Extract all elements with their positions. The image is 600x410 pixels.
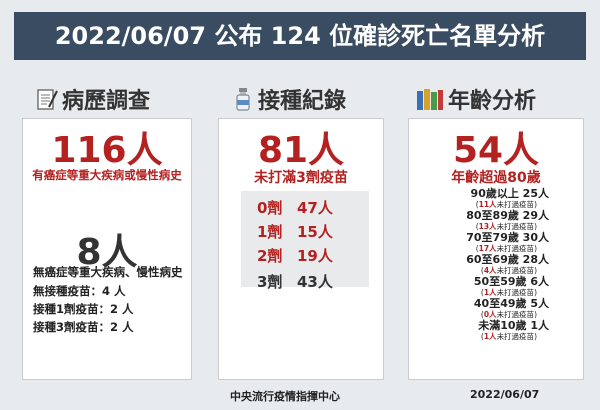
dose-label: 1劑 [257,223,283,241]
document-pen-icon [36,87,58,111]
dose-row: 1劑 15人 [257,221,333,242]
unvaccinated-note: 未打過疫苗 [496,310,535,319]
age-group-unvaccinated: (1人未打過疫苗) [480,288,537,297]
vaccination-panel: 81人 未打滿3劑疫苗 0劑 47人 1劑 15人 2劑 19人 3劑 43人 [218,118,384,380]
age-group-label: 60至69歲 28人 [466,253,549,266]
age-group-unvaccinated: (0人未打過疫苗) [480,310,537,319]
with-condition-count: 116人 [51,130,163,171]
unvaccinated-note: 未打過疫苗 [496,288,535,297]
dose-highlight-box [241,191,369,287]
unvaccinated-note: 未打過疫苗 [496,244,535,253]
unvaccinated-note: 未打過疫苗 [496,332,535,341]
without-condition-count: 8人 [76,232,138,273]
age-group-unvaccinated: (11人未打過疫苗) [475,200,537,209]
unvaccinated-note: 未打過疫苗 [496,200,535,209]
history-heading-label: 病歷調查 [62,89,151,114]
dose-row: 0劑 47人 [257,197,333,218]
dose-count: 47人 [297,199,333,217]
unvaccinated-count: 1人 [483,288,497,297]
unvaccinated-note: 未打過疫苗 [496,222,535,231]
history-heading: 病歷調查 [36,84,150,114]
page-title: 2022/06/07 公布 124 位確診死亡名單分析 [14,12,586,60]
unvaccinated-count: 17人 [478,244,497,253]
over-80-count: 54人 [452,130,540,171]
dose-count: 43人 [297,273,333,291]
age-panel: 54人 年齡超過80歲 90歲以上 25人 (11人未打過疫苗) 80至89歲 … [408,118,584,380]
age-heading-label: 年齡分析 [448,89,537,114]
age-group-unvaccinated: (4人未打過疫苗) [480,266,537,275]
age-group-label: 80至89歲 29人 [466,209,549,222]
books-icon [416,87,444,111]
age-group-unvaccinated: (13人未打過疫苗) [475,222,537,231]
age-group-label: 90歲以上 25人 [470,187,549,200]
age-group-unvaccinated: (17人未打過疫苗) [475,244,537,253]
dose-row: 3劑 43人 [257,271,333,292]
vaccination-heading: 接種紀錄 [232,84,346,114]
age-group-label: 50至59歲 6人 [473,275,549,288]
over-80-label: 年齡超過80歲 [451,170,541,186]
unvaccinated-note: 未打過疫苗 [496,266,535,275]
unvaccinated-count: 13人 [478,222,497,231]
under-3-dose-count: 81人 [257,130,345,171]
dose-label: 3劑 [257,273,283,291]
footer-org: 中央流行疫情指揮中心 [230,390,340,403]
age-group-unvaccinated: (1人未打過疫苗) [480,332,537,341]
dose-label: 2劑 [257,247,283,265]
history-panel: 116人 有癌症等重大疾病或慢性病史 8人 無癌症等重大疾病、慢性病史 無接種疫… [22,118,192,380]
with-condition-label: 有癌症等重大疾病或慢性病史 [32,168,182,182]
history-line: 接種3劑疫苗：2 人 [33,320,134,334]
dose-label: 0劑 [257,199,283,217]
history-line: 接種1劑疫苗：2 人 [33,302,134,316]
unvaccinated-count: 4人 [483,266,497,275]
age-group-label: 未滿10歲 1人 [478,319,549,332]
under-3-dose-label: 未打滿3劑疫苗 [254,170,348,186]
age-group-label: 70至79歲 30人 [466,231,549,244]
unvaccinated-count: 1人 [483,332,497,341]
footer-date: 2022/06/07 [470,388,540,401]
without-condition-label: 無癌症等重大疾病、慢性病史 [33,265,183,279]
dose-count: 15人 [297,223,333,241]
unvaccinated-count: 0人 [483,310,497,319]
history-line: 無接種疫苗：4 人 [33,284,126,298]
vaccination-heading-label: 接種紀錄 [258,89,347,114]
age-group-label: 40至49歲 5人 [473,297,549,310]
age-heading: 年齡分析 [416,84,536,114]
vaccine-bottle-icon [232,87,254,111]
unvaccinated-count: 11人 [478,200,497,209]
dose-count: 19人 [297,247,333,265]
dose-row: 2劑 19人 [257,245,333,266]
